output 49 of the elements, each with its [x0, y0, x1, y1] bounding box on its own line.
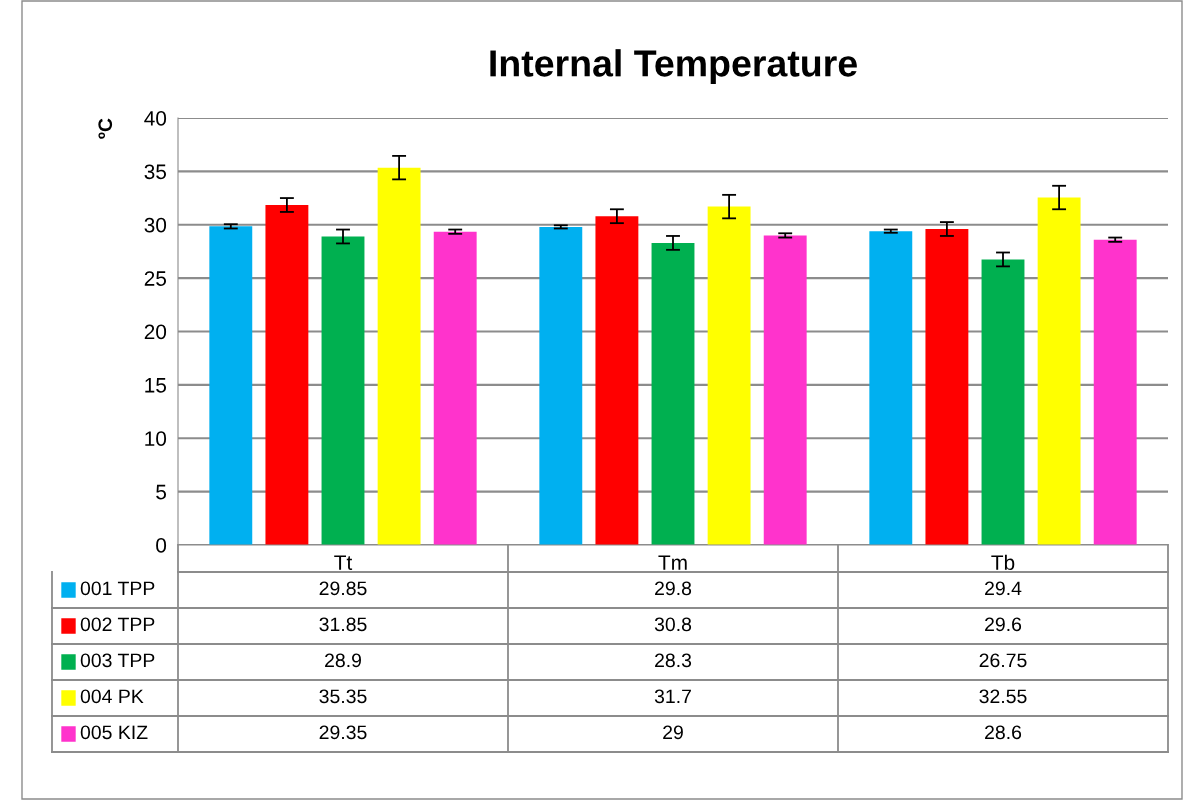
- data-label: 31.7: [654, 689, 691, 704]
- bar: [321, 236, 365, 545]
- data-label: 29.35: [319, 725, 367, 740]
- data-label: 29.8: [655, 581, 692, 596]
- bar: [433, 231, 477, 545]
- legend-label: 004 PK: [80, 689, 144, 704]
- y-tick-label: 10: [145, 431, 167, 446]
- legend-label: 005 KIZ: [80, 725, 148, 740]
- bar: [539, 226, 583, 545]
- y-axis-title: ºC: [98, 118, 113, 139]
- x-tick-label: Tb: [991, 554, 1015, 571]
- bar: [981, 259, 1025, 545]
- bar: [763, 235, 807, 545]
- data-label: 31.85: [319, 617, 367, 632]
- data-label: 32.55: [979, 689, 1027, 704]
- y-tick-label: 20: [144, 324, 167, 340]
- legend-label: 003 TPP: [80, 653, 155, 668]
- bar: [925, 229, 969, 545]
- bar: [209, 226, 253, 545]
- y-tick-label: 15: [145, 378, 167, 393]
- y-tick-label: 30: [144, 217, 167, 233]
- chart-title: Internal Temperature: [490, 49, 857, 85]
- data-label: 35.35: [319, 689, 367, 704]
- bar: [1037, 197, 1081, 545]
- y-tick-label: 5: [156, 484, 167, 500]
- data-label: 29.6: [985, 617, 1022, 632]
- bar: [707, 206, 751, 545]
- data-label: 29.4: [985, 581, 1022, 596]
- bar: [869, 231, 913, 545]
- bar: [1093, 239, 1137, 545]
- legend-label: 001 TPP: [80, 581, 155, 596]
- data-label: 28.9: [325, 653, 361, 668]
- bar: [651, 242, 695, 545]
- data-label: 26.75: [979, 653, 1027, 668]
- y-tick-label: 0: [156, 538, 167, 553]
- bar: [265, 205, 309, 545]
- legend-label: 002 TPP: [80, 617, 155, 632]
- y-tick-label: 25: [144, 271, 167, 286]
- x-tick-label: Tm: [658, 555, 687, 570]
- data-label: 29.85: [319, 581, 367, 596]
- bar: [377, 167, 421, 545]
- x-tick-label: Tt: [334, 555, 353, 570]
- bar: [595, 216, 639, 545]
- y-tick-label: 35: [144, 164, 167, 180]
- data-label: 30.8: [654, 617, 692, 632]
- data-label: 29: [663, 725, 683, 740]
- data-label: 28.3: [655, 653, 692, 668]
- data-label: 28.6: [985, 725, 1022, 740]
- y-tick-label: 40: [144, 111, 167, 126]
